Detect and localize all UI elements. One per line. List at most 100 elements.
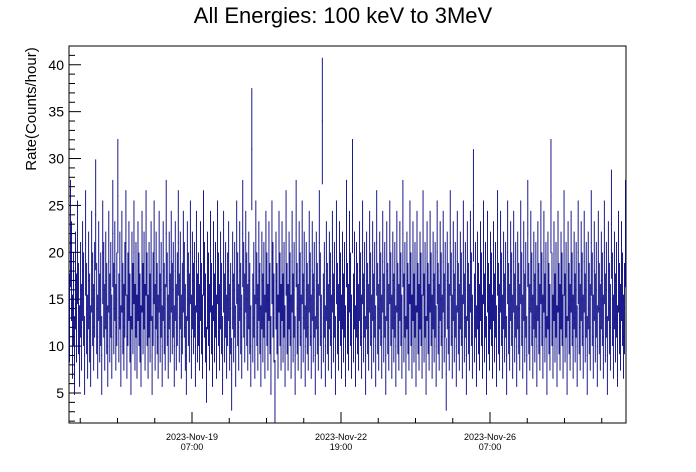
- data-point: [261, 231, 263, 330]
- data-point: [263, 242, 265, 338]
- data-point: [446, 231, 448, 330]
- data-point: [380, 252, 382, 346]
- data-point: [378, 284, 380, 371]
- data-point: [354, 231, 356, 330]
- data-point: [93, 284, 95, 371]
- data-point: [224, 273, 226, 363]
- data-point: [152, 252, 154, 346]
- data-point: [592, 294, 594, 379]
- data-point: [526, 316, 528, 395]
- data-point: [234, 242, 236, 338]
- data-point: [103, 242, 105, 338]
- data-point: [308, 210, 310, 313]
- data-point: [176, 252, 178, 346]
- data-point: [443, 273, 445, 363]
- data-point: [411, 294, 413, 379]
- data-point: [613, 231, 615, 330]
- data-point: [431, 294, 433, 379]
- data-point: [425, 316, 427, 395]
- data-point: [73, 252, 74, 346]
- data-point: [412, 221, 414, 321]
- data-point: [325, 221, 327, 321]
- data-point: [256, 252, 258, 346]
- data-point: [395, 305, 397, 387]
- data-point: [537, 221, 539, 321]
- data-point: [559, 284, 561, 371]
- y-tick-label: 30: [48, 151, 64, 167]
- data-point: [420, 252, 422, 346]
- data-point: [125, 190, 127, 296]
- data-point: [536, 305, 538, 387]
- data-point: [311, 221, 313, 321]
- data-point: [249, 262, 251, 355]
- data-point: [313, 242, 315, 338]
- data-point: [432, 231, 434, 330]
- data-point: [98, 221, 100, 321]
- data-point: [230, 262, 232, 355]
- data-point: [270, 316, 272, 395]
- data-point: [581, 252, 583, 346]
- data-point: [519, 284, 521, 371]
- data-point: [400, 252, 402, 346]
- data-point: [549, 284, 551, 371]
- data-point: [607, 221, 609, 321]
- data-point: [117, 138, 119, 254]
- data-point: [456, 210, 458, 313]
- data-point: [574, 273, 576, 363]
- data-point: [296, 262, 298, 355]
- data-point: [565, 242, 567, 338]
- data-point: [285, 190, 287, 296]
- data-point: [545, 242, 547, 338]
- data-point: [418, 284, 420, 371]
- data-point: [287, 284, 289, 371]
- data-point: [78, 262, 80, 355]
- y-tick-label: 35: [48, 104, 64, 120]
- data-point: [89, 273, 91, 363]
- data-point: [274, 360, 276, 423]
- data-point: [520, 200, 522, 305]
- data-point: [277, 294, 279, 379]
- data-point: [498, 262, 500, 355]
- data-point: [321, 57, 323, 185]
- data-point: [233, 273, 235, 363]
- data-point: [164, 284, 166, 371]
- data-point: [170, 210, 172, 313]
- data-point: [267, 284, 269, 371]
- data-point: [416, 210, 418, 313]
- data-point: [584, 273, 586, 363]
- data-point: [81, 284, 83, 371]
- data-point: [228, 221, 230, 321]
- data-point: [167, 294, 169, 379]
- data-point: [604, 273, 606, 363]
- data-point: [83, 252, 85, 346]
- data-point: [202, 294, 203, 379]
- data-point: [75, 231, 77, 330]
- data-point: [339, 252, 341, 346]
- data-point: [237, 252, 239, 346]
- data-point: [419, 231, 421, 330]
- data-point: [603, 200, 605, 305]
- data-point: [422, 190, 424, 296]
- data-point: [427, 262, 429, 355]
- data-point: [145, 190, 147, 296]
- data-point: [324, 305, 326, 387]
- data-point: [532, 294, 534, 379]
- data-point: [455, 305, 457, 387]
- data-point: [211, 262, 212, 355]
- data-point: [396, 210, 398, 313]
- data-point: [387, 262, 389, 355]
- data-point: [454, 242, 456, 338]
- data-point: [386, 221, 388, 321]
- data-point: [484, 273, 485, 363]
- data-point: [622, 252, 623, 346]
- data-point: [564, 273, 566, 363]
- data-point: [255, 200, 257, 305]
- data-point: [301, 200, 303, 305]
- data-point: [236, 200, 238, 305]
- data-point: [76, 273, 78, 363]
- data-point: [242, 179, 244, 288]
- data-point: [169, 273, 171, 363]
- y-tick-label: 20: [48, 244, 64, 260]
- data-point: [79, 305, 81, 387]
- data-point: [115, 284, 117, 371]
